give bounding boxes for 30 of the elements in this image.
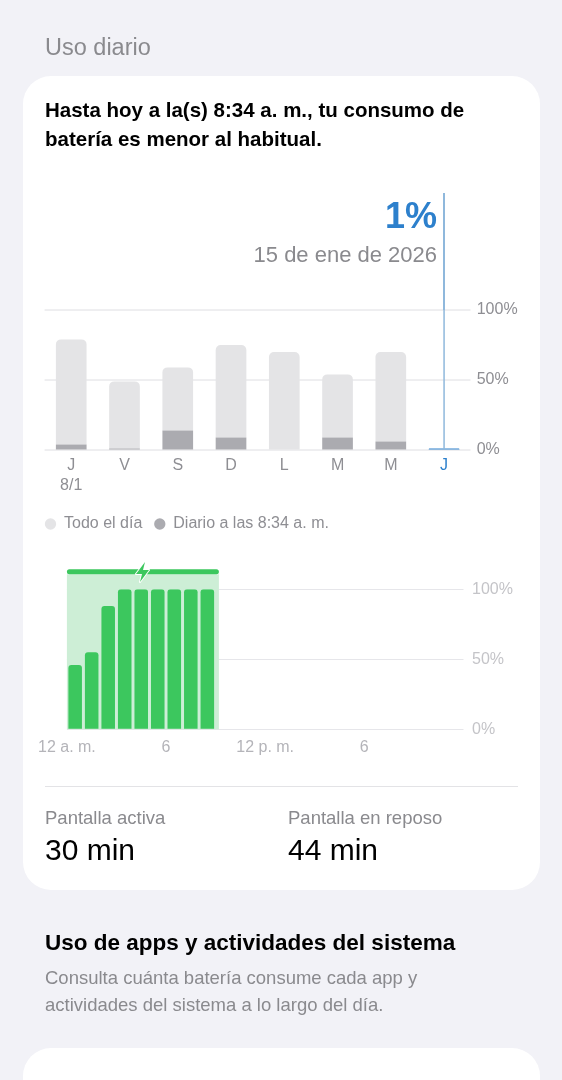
x-tick-label: J 8/1 [60,456,83,494]
chart-title: Uso diario [45,33,151,61]
x-tick-label: 6 [359,737,369,755]
y-tick-label: 50% [476,370,509,388]
y-tick-label: 100% [472,579,513,597]
text: Consulta cuánta batería consume cada app y actividades del sistema a lo largo del día. [45,966,419,1017]
text: 30 min [45,832,136,868]
x-tick-label: M [384,456,398,474]
chart-subtitle: Hasta hoy a la(s) 8:34 a. m., tu consumo de batería es menor al habitual. [45,97,466,152]
y-tick-label: 0% [476,440,500,458]
x-tick-label: L [279,456,289,474]
y-tick-label: 50% [472,649,505,667]
x-tick-label: M [330,456,345,474]
x-tick-label: J [440,456,449,474]
text: 15 de ene de 2026 [253,242,438,267]
text: 44 min [288,832,379,868]
text: Pantalla activa [45,807,166,829]
x-tick-label: 12 p. m. [236,737,295,755]
text: Pantalla en reposo [288,807,443,829]
ref-line-label: 1% [385,195,438,236]
x-tick-label: 6 [161,737,171,755]
x-tick-label: D [225,456,237,474]
text: Uso de apps y actividades del sistema [45,929,457,957]
y-tick-label: 100% [476,300,518,318]
x-tick-label: V [119,456,131,474]
legend-label: Diario a las 8:34 a. m. [173,514,329,532]
y-tick-label: 0% [472,719,496,737]
x-tick-label: S [172,456,184,474]
x-tick-label: 12 a. m. [38,737,96,755]
legend-label: Todo el día [64,514,143,532]
